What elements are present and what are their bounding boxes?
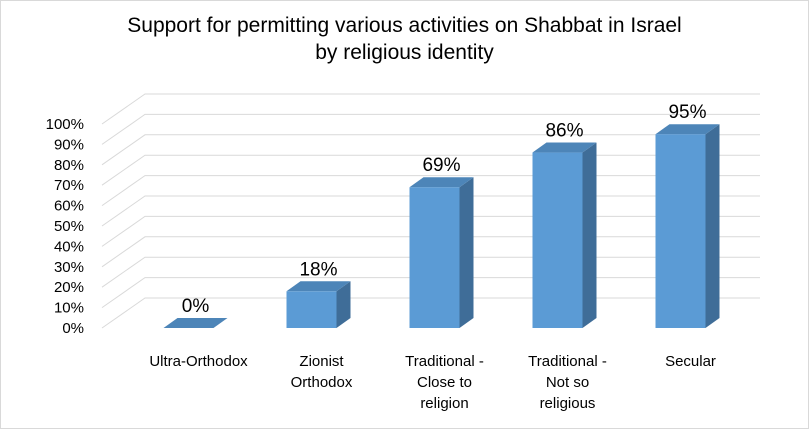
bar-side [336, 281, 351, 328]
bar [163, 318, 228, 328]
y-tick-label: 40% [54, 238, 84, 255]
bar-side [705, 124, 720, 328]
gridline [101, 113, 760, 145]
y-tick-label: 20% [54, 279, 84, 296]
bar-front [286, 291, 337, 328]
bar-front [655, 134, 706, 328]
y-tick-label: 100% [46, 116, 84, 133]
category-label: Traditional -Close to religion [405, 353, 484, 412]
bar-side [582, 142, 597, 328]
chart-title-line-2: by religious identity [315, 41, 494, 64]
bar-top [409, 177, 474, 188]
bar-front [409, 187, 460, 328]
bar-top [163, 318, 228, 328]
y-tick-label: 80% [54, 157, 84, 174]
bar-top [286, 281, 351, 292]
bar-top [532, 142, 597, 153]
gridline [101, 93, 760, 125]
chart-title-line-1: Support for permitting various activitie… [127, 14, 682, 37]
y-tick-label: 0% [62, 320, 84, 337]
bar [532, 142, 597, 328]
bar [286, 281, 351, 328]
bar-front [532, 152, 583, 328]
y-tick-label: 50% [54, 218, 84, 235]
y-tick-label: 60% [54, 198, 84, 215]
bar [409, 177, 474, 328]
y-tick-label: 90% [54, 136, 84, 153]
data-label: 18% [299, 259, 337, 280]
data-label: 86% [545, 121, 583, 142]
category-label: Traditional -Not so religious [528, 353, 607, 412]
bar-side [459, 177, 474, 328]
data-label: 95% [668, 102, 706, 123]
gridline [101, 134, 760, 166]
data-label: 69% [422, 155, 460, 176]
bar-top [655, 124, 720, 135]
y-tick-label: 70% [54, 177, 84, 194]
category-label: Secular [665, 353, 716, 370]
chart-title: Support for permitting various activitie… [0, 12, 809, 66]
data-labels: 0% 18% 69% 86% 95% [182, 102, 707, 317]
category-label: Ultra-Orthodox [149, 353, 248, 370]
category-label: Zionist Orthodox [291, 353, 353, 391]
y-tick-label: 10% [54, 300, 84, 317]
bar [655, 124, 720, 328]
category-labels: Ultra-Orthodox Zionist Orthodox Traditional… [149, 353, 716, 412]
y-axis-ticks: 0% 10% 20% 30% 40% 50% 60% 70% 80% 90% 100% [46, 116, 84, 337]
bars [163, 124, 720, 328]
y-tick-label: 30% [54, 259, 84, 276]
data-label: 0% [182, 296, 210, 317]
